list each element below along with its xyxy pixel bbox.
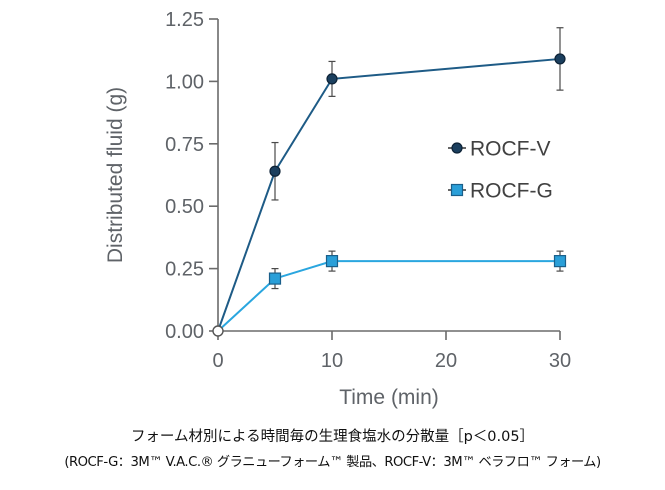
x-tick-label: 0 bbox=[212, 350, 223, 372]
y-tick-label: 0.50 bbox=[165, 196, 204, 218]
data-point bbox=[326, 73, 338, 85]
legend-item-rocf-g: ROCF-G bbox=[448, 180, 553, 203]
chart-axes: 0.00 0.25 0.50 0.75 1.00 1.25 0 10 20 30 Time (min… bbox=[104, 9, 571, 409]
figure-caption: フォーム材別による時間毎の生理食塩水の分散量［p＜0.05］ (ROCF-G：3… bbox=[0, 424, 665, 476]
data-point bbox=[554, 53, 566, 65]
data-point bbox=[268, 272, 282, 285]
data-point bbox=[325, 255, 339, 268]
legend-marker bbox=[451, 142, 463, 154]
y-axis-title: Distributed fluid (g) bbox=[104, 87, 127, 263]
data-point bbox=[269, 165, 281, 177]
legend-item-rocf-v: ROCF-V bbox=[448, 138, 551, 161]
legend-label: ROCF-V bbox=[470, 138, 551, 161]
x-tick-label: 30 bbox=[549, 350, 571, 372]
y-tick-label: 0.75 bbox=[165, 134, 204, 156]
chart-series bbox=[212, 27, 567, 337]
chart-legend: ROCF-V ROCF-G bbox=[448, 138, 553, 203]
series-rocf-v bbox=[217, 27, 566, 332]
x-axis-title: Time (min) bbox=[339, 386, 439, 409]
y-tick-label: 0.25 bbox=[165, 259, 204, 281]
caption-line-1: フォーム材別による時間毎の生理食塩水の分散量［p＜0.05］ bbox=[130, 429, 535, 445]
legend-label: ROCF-G bbox=[470, 180, 553, 203]
caption-line-2: (ROCF-G：3M™ V.A.C.® グラニューフォーム™ 製品、ROCF-V… bbox=[64, 455, 601, 470]
series-rocf-g bbox=[217, 250, 567, 332]
series-line bbox=[217, 260, 560, 332]
origin-point bbox=[212, 325, 224, 337]
y-tick-label: 1.25 bbox=[165, 9, 204, 31]
series-line bbox=[217, 57, 561, 332]
y-tick-label: 1.00 bbox=[165, 71, 204, 93]
x-tick-label: 20 bbox=[435, 350, 457, 372]
line-chart: 0.00 0.25 0.50 0.75 1.00 1.25 0 10 20 30 Time (min… bbox=[104, 9, 571, 409]
legend-marker bbox=[450, 183, 464, 197]
data-point bbox=[553, 255, 567, 268]
x-tick-label: 10 bbox=[321, 350, 343, 372]
y-tick-label: 0.00 bbox=[165, 321, 204, 343]
